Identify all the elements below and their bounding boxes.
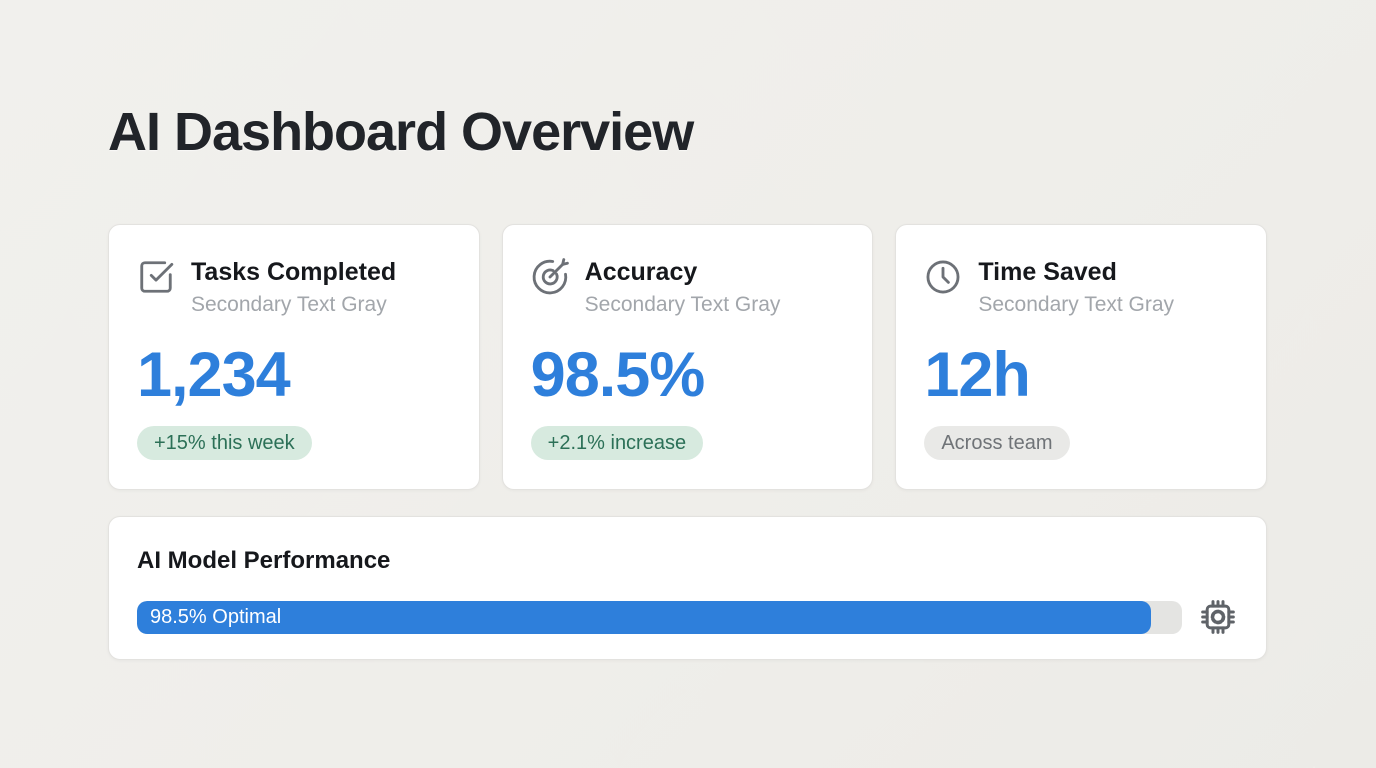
performance-panel: AI Model Performance 98.5% Optimal xyxy=(108,516,1267,660)
clock-icon xyxy=(924,258,962,296)
card-subtitle: Secondary Text Gray xyxy=(191,293,387,316)
card-subtitle: Secondary Text Gray xyxy=(978,293,1175,316)
card-header: Tasks Completed Secondary Text Gray xyxy=(137,257,451,318)
dashboard: AI Dashboard Overview Tasks Completed Se… xyxy=(108,100,1268,660)
stat-cards-row: Tasks Completed Secondary Text Gray 1,23… xyxy=(108,224,1268,490)
card-header: Accuracy Secondary Text Gray xyxy=(531,257,845,318)
status-badge: Across team xyxy=(924,426,1070,460)
card-title: Accuracy xyxy=(584,258,698,286)
card-subtitle: Secondary Text Gray xyxy=(584,293,781,316)
progress-row: 98.5% Optimal xyxy=(137,597,1238,637)
time-saved-card: Time Saved Secondary Text Gray 12h Acros… xyxy=(895,224,1268,490)
sparkle-icon xyxy=(1268,764,1360,768)
progress-label: 98.5% Optimal xyxy=(150,605,282,628)
time-saved-value: 12h xyxy=(924,340,1031,410)
target-dart-icon xyxy=(531,258,569,296)
performance-progress-track: 98.5% Optimal xyxy=(137,600,1182,634)
card-title: Tasks Completed xyxy=(191,258,397,286)
status-badge: +15% this week xyxy=(137,426,312,460)
accuracy-card: Accuracy Secondary Text Gray 98.5% +2.1%… xyxy=(501,224,874,490)
performance-progress-fill: 98.5% Optimal xyxy=(137,600,1151,634)
card-header: Time Saved Secondary Text Gray xyxy=(924,257,1238,318)
card-titles: Tasks Completed Secondary Text Gray xyxy=(191,257,396,318)
status-badge: +2.1% increase xyxy=(530,426,704,460)
card-title: Time Saved xyxy=(978,258,1117,286)
tasks-completed-value: 1,234 xyxy=(137,340,291,410)
accuracy-value: 98.5% xyxy=(530,340,706,410)
check-square-icon xyxy=(137,258,175,296)
card-titles: Time Saved Secondary Text Gray xyxy=(978,257,1174,318)
tasks-completed-card: Tasks Completed Secondary Text Gray 1,23… xyxy=(108,224,480,490)
page-title: AI Dashboard Overview xyxy=(108,102,694,162)
card-titles: Accuracy Secondary Text Gray xyxy=(585,257,781,318)
cpu-chip-icon[interactable] xyxy=(1198,597,1238,637)
panel-title: AI Model Performance xyxy=(137,547,391,574)
